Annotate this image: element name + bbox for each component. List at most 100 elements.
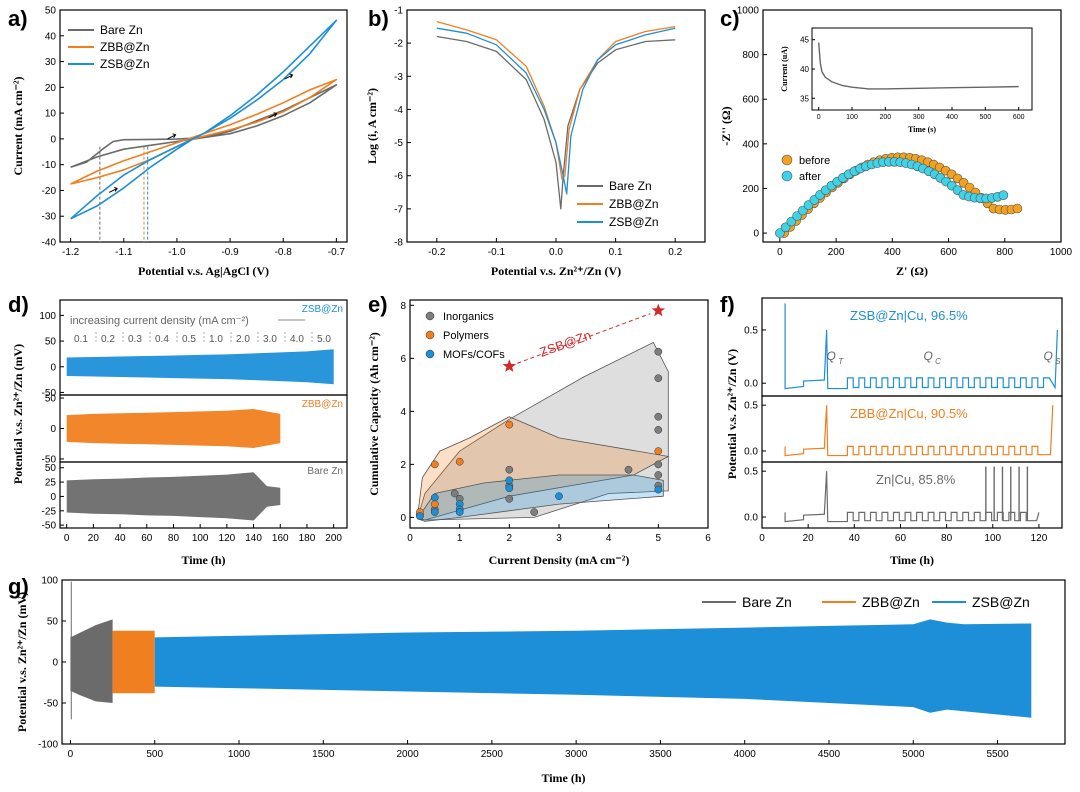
b-x-axis-label: Potential v.s. Zn²⁺/Zn (V) (491, 264, 621, 278)
d-current-density-label: 2.0 (236, 334, 250, 345)
f-zbb-label: ZBB@Zn|Cu, 90.5% (850, 406, 968, 421)
a-series-zbb-line (70, 78, 338, 185)
c-inset-x-axis-label: Time (s) (908, 125, 936, 134)
a-legend-bare-label: Bare Zn (100, 23, 143, 37)
c-inset-xtick-label: 400 (946, 114, 958, 121)
b-xtick-label: 0.2 (668, 247, 682, 258)
e-zsb-star-point (651, 303, 665, 317)
g-bare-voltage-band (70, 619, 113, 703)
d-x-axis-label: Time (h) (181, 553, 225, 567)
panel-e-capacity-chart: 0 1 2 3 4 5 6 0 2 4 6 8 Current Density (mA cm⁻²) Cum… (367, 299, 711, 567)
e-ytick-label: 6 (400, 354, 406, 365)
d-bare-label: Bare Zn (307, 466, 343, 477)
g-xtick-label: 2500 (481, 749, 504, 760)
c-legend-before-label: before (799, 155, 830, 167)
c-y-axis-label: -Z'' (Ω) (719, 106, 733, 145)
c-ytick-label: 600 (742, 95, 759, 106)
g-xtick-label: 0 (68, 749, 74, 760)
c-xtick-label: 200 (828, 247, 845, 258)
d-xtick-label: 100 (192, 533, 209, 544)
e-mofs-point (555, 492, 563, 501)
b-ytick-label: -5 (394, 138, 403, 149)
f-q-marker-label: Q (827, 349, 836, 363)
e-mofs-point (505, 484, 514, 493)
a-series-bare-line (70, 84, 338, 168)
b-legend-bare-label: Bare Zn (609, 179, 652, 193)
e-inorganics-point (654, 347, 663, 356)
panel-b-tafel-chart: -0.2 -0.1 0.0 0.1 0.2 -8 -7 -6 -5 -4 -3 -2 -1 Potenti… (365, 6, 706, 278)
d-xtick-label: 20 (88, 533, 100, 544)
c-inset-ytick-label: 35 (800, 94, 809, 103)
c-inset-xtick-label: 0 (817, 114, 821, 121)
f-bare-label: Zn|Cu, 85.8% (876, 472, 956, 487)
g-ytick-label: 50 (47, 617, 59, 628)
a-scan-arrow (268, 112, 278, 119)
panel-tag-c: c) (720, 6, 740, 31)
e-zsb-star-point (502, 359, 516, 372)
e-legend-inorganics-swatch (425, 311, 435, 321)
e-inorganics-point (624, 465, 633, 474)
panel-tag-d: d) (8, 292, 29, 317)
a-ytick-label: 10 (45, 109, 57, 120)
e-mofs-point (455, 508, 464, 516)
e-inorganics-point (450, 489, 459, 498)
e-zsb-annotation: ZSB@Zn (538, 327, 594, 359)
e-legend-mofs-label: MOFs/COFs (443, 349, 505, 361)
f-bare-ytick-label: 0.0 (744, 513, 758, 524)
d-current-density-label: 0.1 (74, 334, 88, 345)
panel-tag-f: f) (720, 292, 735, 317)
d-current-density-label: 1.0 (209, 334, 223, 345)
g-xtick-label: 500 (146, 749, 163, 760)
a-legend-zsb-label: ZSB@Zn (100, 57, 150, 71)
c-ytick-label: 800 (742, 50, 759, 61)
c-inset-frame (811, 27, 1033, 111)
c-inset-xtick-label: 300 (913, 114, 925, 121)
d-xtick-label: 160 (272, 533, 289, 544)
e-xtick-label: 5 (656, 533, 662, 544)
e-mofs-hull (416, 474, 664, 522)
c-legend-after-label: after (799, 171, 821, 183)
c-inset-ytick-label: 40 (800, 65, 809, 74)
a-plot-frame (59, 9, 348, 243)
a-ytick-label: -30 (42, 212, 57, 223)
e-inorganics-point (654, 460, 663, 469)
g-x-axis-label: Time (h) (541, 771, 585, 785)
c-xtick-label: 600 (940, 247, 957, 258)
f-zbb-ytick-label: 0.5 (744, 401, 758, 412)
e-mofs-point (430, 493, 439, 502)
g-zsb-voltage-band (154, 619, 1032, 718)
f-zbb-ytick-label: 0.0 (744, 447, 758, 458)
c-after-point (786, 216, 797, 227)
e-ytick-label: 0 (400, 513, 406, 524)
d-zbb-ytick-label: 50 (45, 394, 57, 405)
c-xtick-label: 1000 (1050, 247, 1073, 258)
b-xtick-label: -0.2 (428, 247, 446, 258)
a-xtick-label: -1.1 (115, 247, 133, 258)
f-xtick-label: 120 (1031, 533, 1048, 544)
c-inset-xtick-label: 500 (979, 114, 991, 121)
c-inset-xtick-label: 600 (1013, 114, 1025, 121)
d-bare-ytick-label: -50 (42, 521, 57, 532)
a-y-axis-label: Current (mA cm⁻²) (11, 76, 25, 175)
e-inorganics-point (530, 508, 539, 516)
d-annotation-label: increasing current density (mA cm⁻²) (70, 315, 249, 327)
d-xtick-label: 140 (245, 533, 262, 544)
f-zsb-voltage-profile (784, 303, 1058, 390)
c-inset-ytick-label: 45 (800, 36, 809, 45)
a-xtick-label: -0.8 (275, 247, 293, 258)
c-before-point (1012, 203, 1023, 214)
c-x-axis-label: Z' (Ω) (896, 264, 928, 278)
panel-a-cv-chart: -1.2 -1.1 -1.0 -0.9 -0.8 -0.7 -40 -30 -20 -10 0 10 2… (11, 6, 348, 278)
d-zsb-label: ZSB@Zn (302, 304, 343, 315)
c-xtick-label: 0 (777, 247, 783, 258)
panel-tag-g: g) (8, 574, 29, 599)
e-legend-inorganics-label: Inorganics (443, 311, 494, 323)
e-inorganics-point (505, 465, 514, 474)
e-x-axis-label: Current Density (mA cm⁻²) (489, 553, 630, 567)
d-y-axis-label: Potential v.s. Zn²⁺/Zn (mV) (11, 344, 25, 484)
a-ytick-label: -40 (42, 238, 57, 249)
e-xtick-label: 3 (556, 533, 562, 544)
e-polymers-point (430, 500, 439, 508)
f-q-marker-subscript: T (838, 357, 844, 366)
c-ytick-label: 400 (742, 139, 759, 150)
